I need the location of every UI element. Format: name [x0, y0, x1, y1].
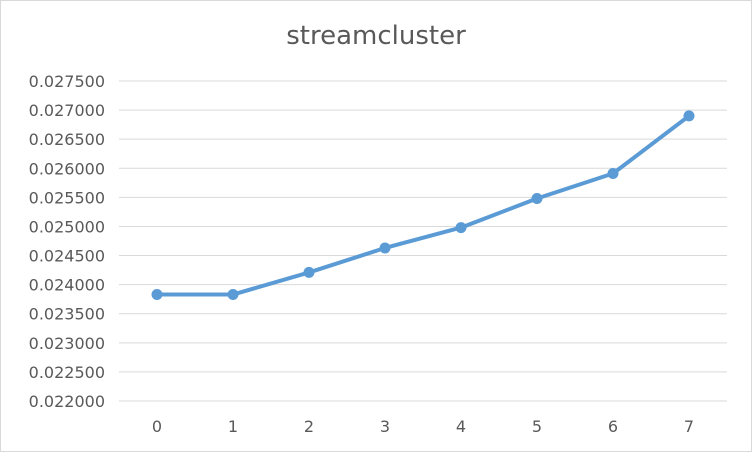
data-point [531, 193, 543, 205]
x-tick-label: 4 [456, 417, 466, 436]
series-layer [151, 110, 695, 301]
x-tick-label: 0 [152, 417, 162, 436]
data-point [303, 266, 315, 278]
y-tick-label: 0.026500 [29, 130, 105, 149]
chart-title: streamcluster [286, 21, 466, 51]
data-point [455, 222, 467, 234]
y-tick-label: 0.026000 [29, 159, 105, 178]
data-point [151, 289, 163, 301]
x-tick-label: 3 [380, 417, 390, 436]
y-axis-ticks: 0.022000 0.022500 0.023000 0.023500 0.024000… [29, 72, 105, 411]
x-tick-label: 7 [684, 417, 694, 436]
y-tick-label: 0.022000 [29, 392, 105, 411]
y-tick-label: 0.023000 [29, 334, 105, 353]
data-point [379, 242, 391, 254]
series-line [155, 113, 691, 297]
x-tick-label: 1 [228, 417, 238, 436]
data-point [607, 168, 619, 180]
data-point [227, 289, 239, 301]
y-tick-label: 0.025000 [29, 217, 105, 236]
x-tick-label: 6 [608, 417, 618, 436]
x-axis-ticks: 0 1 2 3 4 5 6 7 [152, 417, 694, 436]
y-tick-label: 0.027000 [29, 101, 105, 120]
y-tick-label: 0.024500 [29, 247, 105, 266]
gridlines [119, 80, 727, 402]
x-tick-label: 2 [304, 417, 314, 436]
y-tick-label: 0.025500 [29, 188, 105, 207]
y-tick-label: 0.027500 [29, 72, 105, 91]
data-point [683, 110, 695, 122]
y-tick-label: 0.024000 [29, 276, 105, 295]
y-tick-label: 0.023500 [29, 305, 105, 324]
x-tick-label: 5 [532, 417, 542, 436]
y-tick-label: 0.022500 [29, 363, 105, 382]
